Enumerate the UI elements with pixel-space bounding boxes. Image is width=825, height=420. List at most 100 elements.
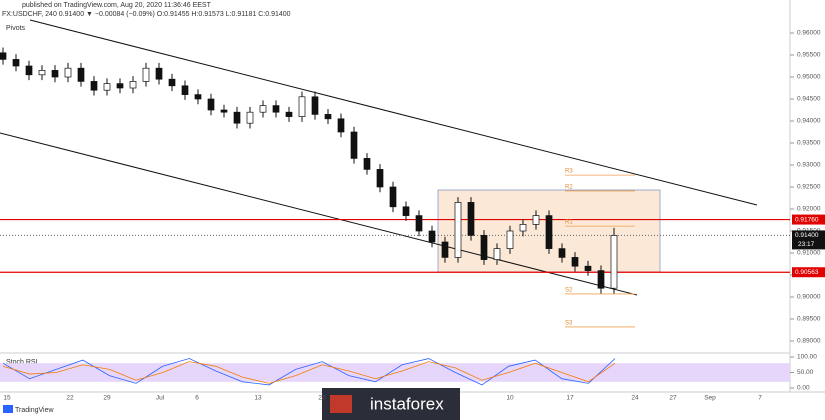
y-tick-label: 0.93000	[797, 162, 821, 169]
candle-body	[12, 59, 20, 67]
candle-body	[181, 85, 189, 95]
footer: TradingView	[15, 407, 54, 414]
candle-body	[129, 81, 137, 89]
pivot-label: R1	[565, 220, 573, 226]
candle-body	[597, 270, 605, 289]
candle-body	[480, 235, 488, 260]
candle-body	[467, 202, 475, 236]
candle-body	[90, 81, 98, 91]
level-tag	[792, 214, 825, 225]
y-tick-label: 0.92000	[797, 206, 821, 213]
oscillator-band	[0, 363, 790, 382]
level-label: 0.90563	[795, 269, 819, 276]
candle-body	[324, 114, 332, 120]
y-tick-label: 0.94000	[797, 118, 821, 125]
candle-body	[38, 70, 46, 76]
candle-body	[298, 96, 306, 117]
candle-body	[610, 235, 618, 289]
candle-body	[350, 131, 358, 159]
x-tick-label: 7	[758, 395, 762, 402]
y-tick-label: 0.93500	[797, 140, 821, 147]
candle-body	[532, 215, 540, 225]
osc-tick-label: 0.00	[797, 385, 810, 392]
channel-upper	[29, 19, 758, 206]
y-tick-label: 0.90000	[797, 294, 821, 301]
candle-body	[285, 111, 293, 117]
indicator-label: Pivots	[6, 25, 26, 32]
candle-body	[363, 158, 371, 170]
candle-body	[103, 83, 111, 91]
candle-body	[0, 52, 7, 60]
candle-body	[168, 78, 176, 87]
y-tick-label: 0.95500	[797, 52, 821, 59]
candle-body	[51, 70, 59, 78]
y-tick-label: 0.89500	[797, 316, 821, 323]
candle-body	[259, 105, 267, 113]
pivot-label: R2	[565, 185, 573, 191]
x-tick-label: 22	[66, 395, 74, 402]
watermark-icon	[330, 395, 352, 413]
candle-body	[246, 111, 254, 124]
candle-body	[220, 109, 228, 113]
y-tick-label: 0.95000	[797, 74, 821, 81]
candle-body	[519, 224, 527, 232]
x-tick-label: 24	[631, 395, 639, 402]
osc-tick-label: 50.00	[797, 369, 814, 376]
x-tick-label: 29	[103, 395, 111, 402]
candle-body	[506, 230, 514, 249]
candle-body	[545, 215, 553, 249]
x-tick-label: 10	[506, 395, 514, 402]
candle-body	[428, 230, 436, 243]
candle-body	[116, 83, 124, 89]
pivot-label: S2	[565, 287, 573, 293]
x-tick-label: 17	[566, 395, 574, 402]
candle-body	[207, 98, 215, 111]
candle-body	[155, 67, 163, 80]
candle-body	[402, 206, 410, 216]
y-tick-label: 0.94500	[797, 96, 821, 103]
pivot-label: S3	[565, 320, 573, 326]
y-tick-label: 0.91000	[797, 250, 821, 257]
x-tick-label: 13	[254, 395, 262, 402]
x-tick-label: 6	[195, 395, 199, 402]
x-tick-label: Jul	[156, 395, 165, 402]
published: published on TradingView.com, Aug 20, 20…	[22, 2, 212, 9]
x-tick-label: 20	[318, 395, 326, 402]
last-price-tag	[792, 230, 825, 250]
candle-body	[415, 215, 423, 232]
candle-body	[77, 67, 85, 82]
candle-body	[233, 111, 241, 124]
footer-logo	[3, 405, 13, 413]
candle-body	[337, 118, 345, 133]
osc-line	[2, 358, 616, 386]
y-tick-label: 0.92500	[797, 184, 821, 191]
candle-body	[493, 248, 501, 260]
countdown: 23:17	[798, 241, 815, 248]
level-tag	[792, 267, 825, 278]
x-tick-label: 15	[3, 395, 11, 402]
oscillator-label: Stoch RSI	[6, 359, 38, 366]
candle-body	[571, 257, 579, 267]
x-tick-label: 27	[669, 395, 677, 402]
candle-body	[389, 186, 397, 208]
osc-tick-label: 100.00	[797, 354, 817, 361]
candle-body	[376, 169, 384, 188]
candle-body	[142, 67, 150, 82]
candle-body	[454, 202, 462, 258]
candle-body	[25, 65, 33, 76]
candle-body	[584, 265, 592, 271]
y-tick-label: 0.89000	[797, 338, 821, 345]
candle-body	[558, 248, 566, 258]
x-tick-label: Sep	[704, 395, 716, 402]
symbol-info: FX:USDCHF, 240 0.91400 ▼ −0.00084 (−0.09…	[2, 11, 291, 18]
watermark: instaforex	[370, 394, 444, 413]
candle-body	[311, 96, 319, 115]
pivot-label: R3	[565, 169, 573, 175]
candle-body	[64, 67, 72, 78]
candle-body	[272, 105, 280, 113]
level-label: 0.91760	[795, 216, 819, 223]
channel-lower	[0, 132, 638, 296]
candle-body	[194, 94, 202, 100]
